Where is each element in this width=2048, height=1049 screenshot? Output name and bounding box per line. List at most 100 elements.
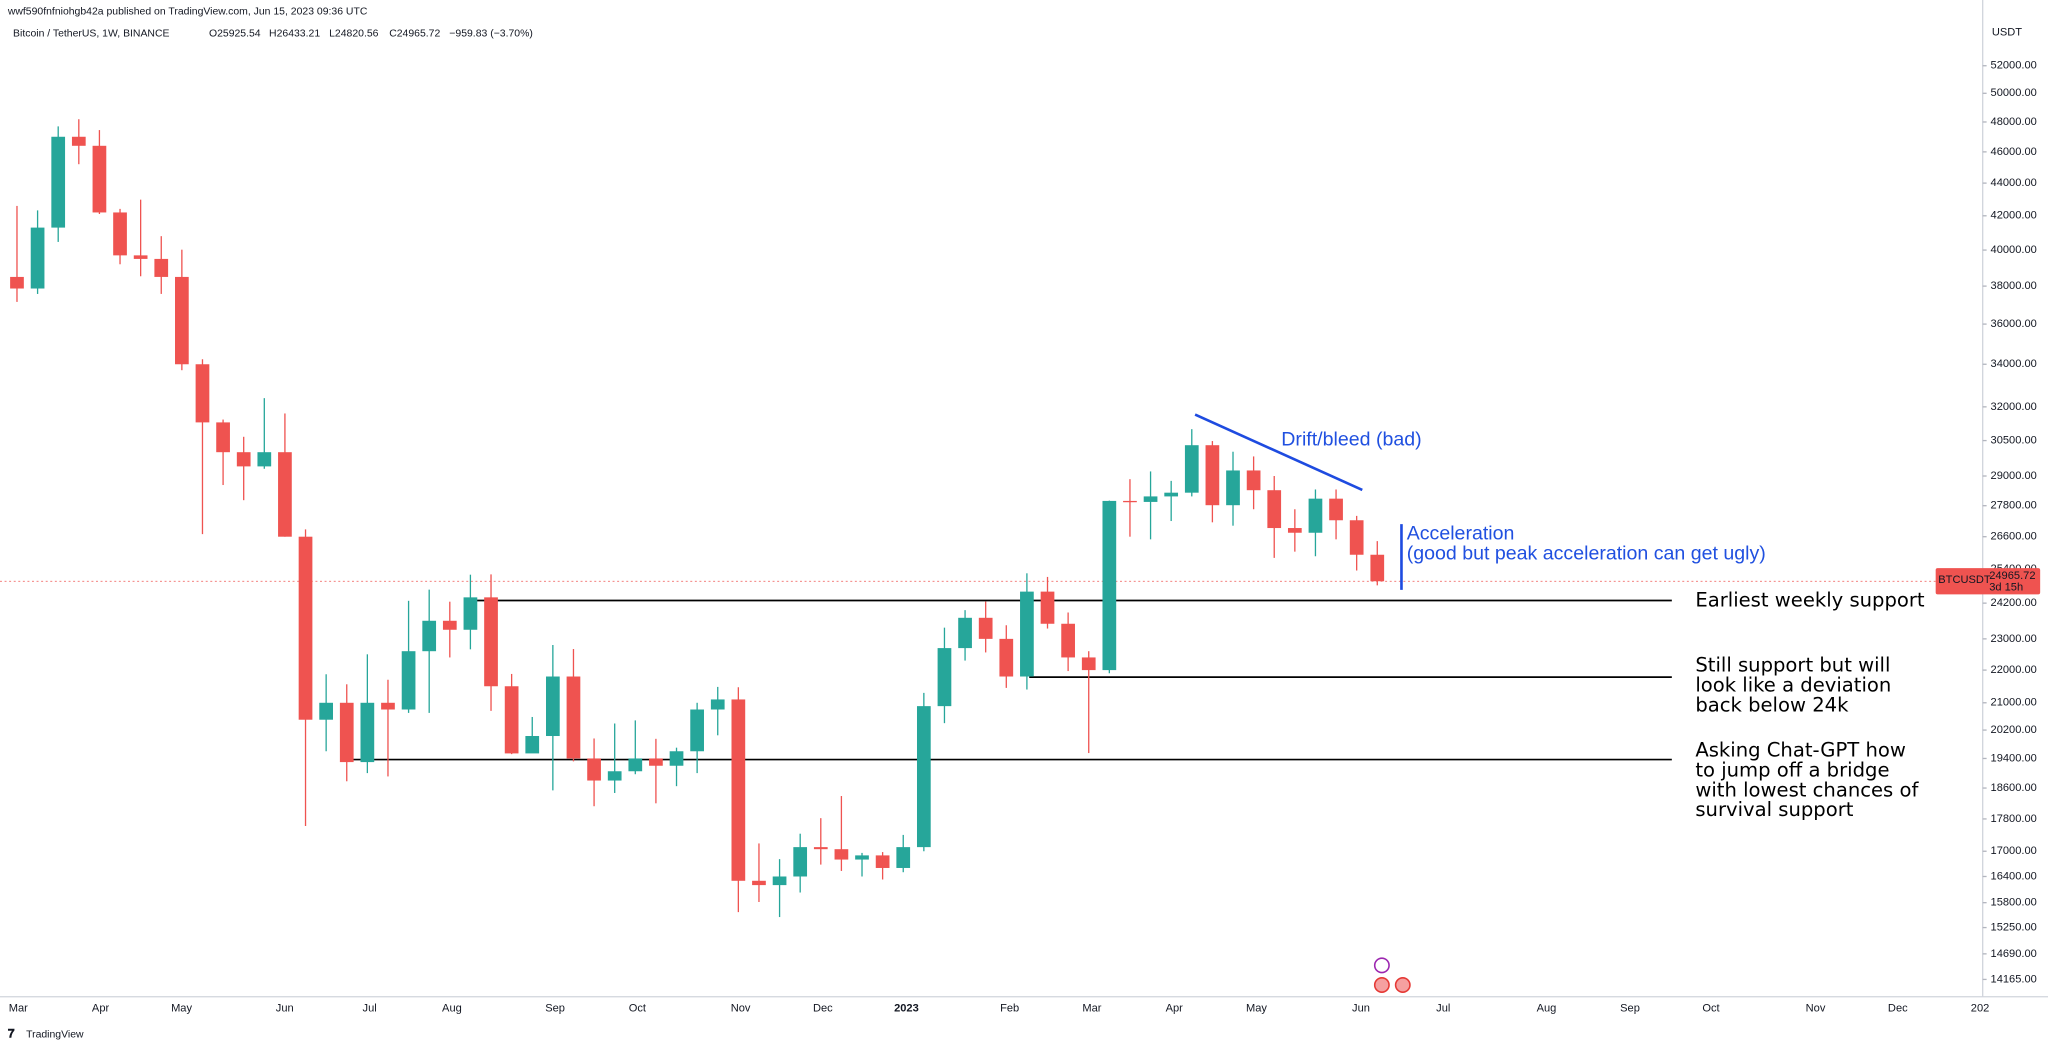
candle-body (525, 736, 540, 754)
candle-body (1020, 591, 1034, 677)
logo-mark: 𝟕 (8, 1028, 15, 1041)
x-tick-label: May (171, 1002, 192, 1014)
y-tick-label: 20200.00 (1991, 724, 2037, 736)
candle-body (1205, 445, 1220, 506)
ohlc-label: H26433.21 (269, 29, 320, 40)
candle-body (710, 699, 725, 710)
publish-info: wwf590fnfniohgb42a published on TradingV… (7, 7, 368, 18)
candle-body (71, 136, 86, 146)
candle-body (813, 847, 828, 850)
change-label: −959.83 (−3.70%) (449, 29, 533, 40)
candle-body (855, 855, 869, 860)
price-tag (1935, 568, 2041, 595)
candle-body (937, 648, 952, 707)
event-icon (1373, 957, 1390, 974)
candle-body (422, 620, 437, 652)
candle-body (257, 452, 272, 467)
candle-body (1246, 470, 1261, 491)
candle-body (10, 276, 24, 289)
candle-body (30, 227, 45, 289)
x-tick-label: Jun (276, 1002, 294, 1014)
y-tick-label: 26600.00 (1991, 531, 2037, 543)
candle-body (1143, 496, 1158, 502)
candle-body (1329, 498, 1343, 521)
candle-body (1164, 492, 1179, 497)
y-tick-label: 27800.00 (1991, 500, 2037, 512)
x-tick-label: Mar (1082, 1002, 1101, 1014)
y-tick-label: 15800.00 (1991, 897, 2037, 909)
y-tick-label: 14165.00 (1991, 973, 2037, 985)
candle-body (51, 136, 66, 228)
candle-body (649, 758, 663, 766)
candle-body (298, 536, 313, 720)
candle-body (690, 709, 704, 752)
x-tick-label: Sep (1620, 1002, 1640, 1014)
candle-body (731, 699, 746, 881)
y-tick-label: 44000.00 (1991, 177, 2037, 189)
drift-label: Drift/bleed (bad) (1281, 428, 1421, 450)
support-label: back below 24k (1695, 693, 1849, 716)
y-tick-label: 22000.00 (1991, 664, 2037, 676)
ticker-label: BTCUSDT (1938, 574, 1991, 586)
x-tick-label: 202 (1971, 1002, 1990, 1014)
candle-body (752, 880, 766, 886)
ohlc-label: L24820.56 (329, 29, 379, 40)
candle-body (1226, 470, 1240, 506)
candle-body (978, 617, 993, 639)
x-tick-label: 2023 (894, 1002, 919, 1014)
candle-body (1308, 498, 1323, 533)
support-label: survival support (1695, 798, 1853, 821)
candle-body (896, 847, 911, 868)
y-tick-label: 34000.00 (1991, 358, 2037, 370)
candle-body (1081, 657, 1096, 671)
x-tick-label: Aug (442, 1002, 462, 1014)
support-label: to jump off a bridge (1695, 759, 1889, 782)
x-tick-label: Mar (9, 1002, 28, 1014)
countdown-label: 3d 15h (1989, 582, 2023, 594)
y-tick-label: 32000.00 (1991, 401, 2037, 413)
y-tick-label: 36000.00 (1991, 318, 2037, 330)
y-tick-label: 23000.00 (1991, 633, 2037, 645)
candle-body (587, 758, 601, 781)
candle-body (1287, 528, 1302, 533)
candle-body (278, 452, 292, 537)
y-tick-label: 46000.00 (1991, 146, 2037, 158)
candles (10, 119, 1385, 918)
y-tick-label: 40000.00 (1991, 244, 2037, 256)
x-tick-label: Feb (1000, 1002, 1019, 1014)
candle-body (1267, 490, 1282, 529)
y-tick-label: 19400.00 (1991, 752, 2037, 764)
support-label: Still support but will (1695, 654, 1890, 677)
candle-body (339, 702, 354, 763)
y-tick-label: 29000.00 (1991, 470, 2037, 482)
candle-body (113, 212, 127, 256)
y-tick-label: 21000.00 (1991, 697, 2037, 709)
candle-body (463, 597, 478, 630)
candle-body (999, 638, 1014, 677)
candle-body (607, 771, 622, 781)
event-icon (1394, 977, 1411, 993)
ohlc-label: O25925.54 (209, 29, 261, 40)
brand: TradingView (26, 1029, 84, 1040)
candle-body (772, 876, 787, 886)
y-tick-label: 16400.00 (1991, 870, 2037, 882)
y-tick-label: 38000.00 (1991, 280, 2037, 292)
candle-body (216, 422, 230, 453)
brand-logo: 𝟕 (8, 1028, 15, 1041)
candle-body (195, 364, 210, 423)
ohlc-label: C24965.72 (389, 29, 440, 40)
candle-body (916, 706, 931, 848)
x-tick-label: Dec (813, 1002, 833, 1014)
candle-body (628, 758, 643, 772)
support-label: with lowest chances of (1695, 778, 1919, 801)
y-tick-label: 52000.00 (1991, 60, 2037, 72)
y-tick-label: 17800.00 (1991, 813, 2037, 825)
y-tick-label: 50000.00 (1991, 87, 2037, 99)
candle-body (360, 702, 375, 763)
acceleration-label: (good but peak acceleration can get ugly… (1407, 543, 1766, 565)
candle-body (669, 751, 684, 766)
x-tick-label: Jun (1352, 1002, 1370, 1014)
y-tick-label: 15250.00 (1991, 922, 2037, 934)
